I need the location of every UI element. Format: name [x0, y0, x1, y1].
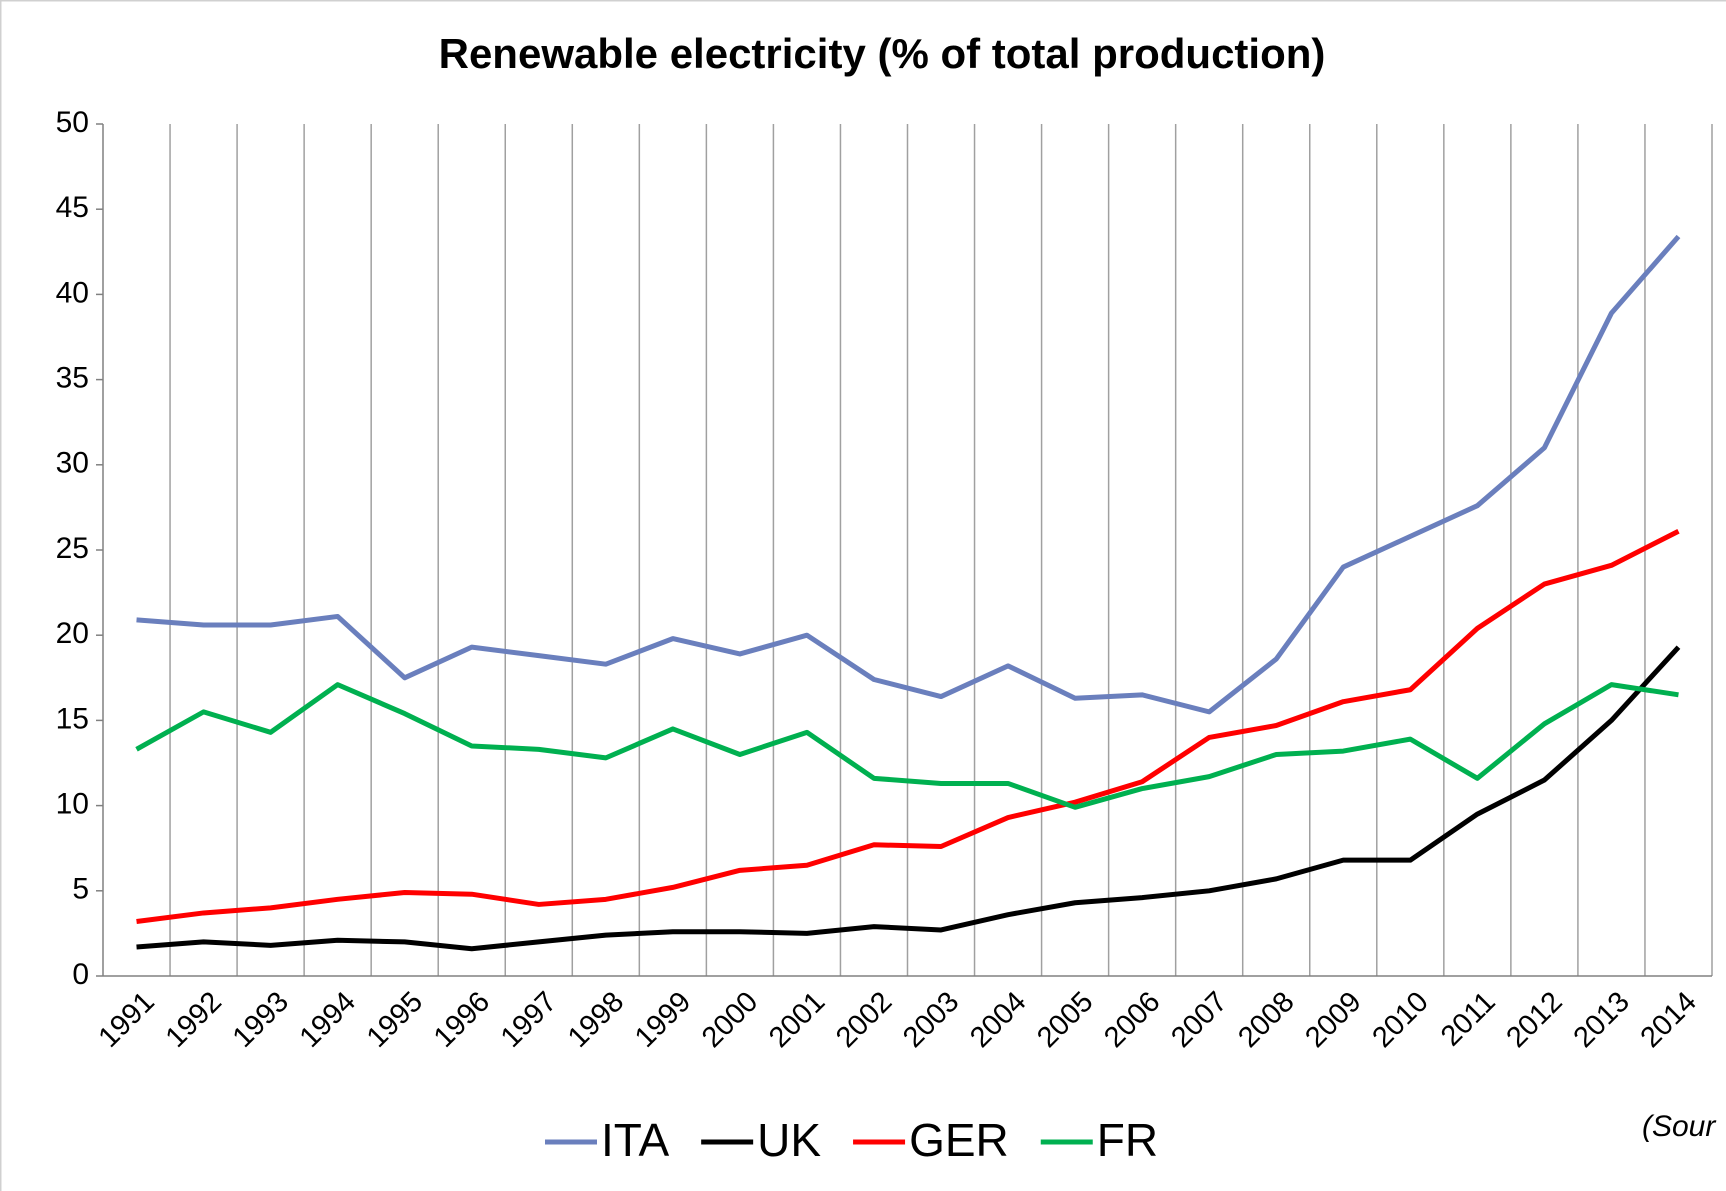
x-tick-label: 2000 [696, 986, 764, 1054]
x-tick-label: 1997 [495, 986, 563, 1054]
y-tick-label: 40 [56, 276, 89, 309]
y-tick-label: 20 [56, 617, 89, 650]
series-line [136, 529, 1680, 924]
y-tick-label: 0 [72, 958, 89, 991]
y-tick-label: 15 [56, 702, 89, 735]
x-tick-label: 2006 [1098, 986, 1166, 1054]
legend-label: FR [1097, 1114, 1158, 1166]
y-tick-label: 50 [56, 106, 89, 139]
legend-label: ITA [601, 1114, 669, 1166]
series-line [136, 234, 1681, 715]
x-tick-label: 1996 [428, 986, 496, 1054]
x-tick-label: 1992 [160, 986, 228, 1054]
y-tick-label: 30 [56, 447, 89, 480]
x-tick-label: 2005 [1031, 986, 1099, 1054]
y-tick-label: 5 [72, 873, 89, 906]
x-tick-label: 2011 [1435, 986, 1502, 1053]
x-tick-label: 1998 [562, 986, 630, 1054]
annotation: (Sour [1642, 1110, 1716, 1143]
legend-label: GER [909, 1114, 1009, 1166]
x-tick-label: 2014 [1635, 986, 1703, 1054]
y-tick-label: 45 [56, 191, 89, 224]
series-line [136, 645, 1681, 952]
x-tick-label: 2009 [1299, 986, 1367, 1054]
x-tick-label: 2004 [964, 986, 1032, 1054]
x-tick-label: 2001 [763, 986, 831, 1054]
x-tick-label: 2012 [1501, 986, 1569, 1054]
chart-title: Renewable electricity (% of total produc… [439, 30, 1326, 77]
y-tick-label: 10 [56, 788, 89, 821]
x-tick-label: 2007 [1165, 986, 1233, 1054]
x-tick-label: 2002 [830, 986, 898, 1054]
x-tick-label: 1991 [93, 986, 161, 1054]
x-tick-label: 2008 [1232, 986, 1300, 1054]
x-tick-label: 1994 [294, 986, 362, 1054]
x-tick-label: 1999 [629, 986, 697, 1054]
series-line [135, 682, 1679, 810]
x-tick-label: 1993 [227, 986, 295, 1054]
x-tick-label: 1995 [361, 986, 429, 1054]
legend-label: UK [757, 1114, 821, 1166]
x-tick-label: 2013 [1568, 986, 1636, 1054]
x-tick-label: 2010 [1366, 986, 1434, 1054]
x-tick-label: 2003 [897, 986, 965, 1054]
y-tick-label: 25 [56, 532, 89, 565]
y-tick-label: 35 [56, 362, 89, 395]
